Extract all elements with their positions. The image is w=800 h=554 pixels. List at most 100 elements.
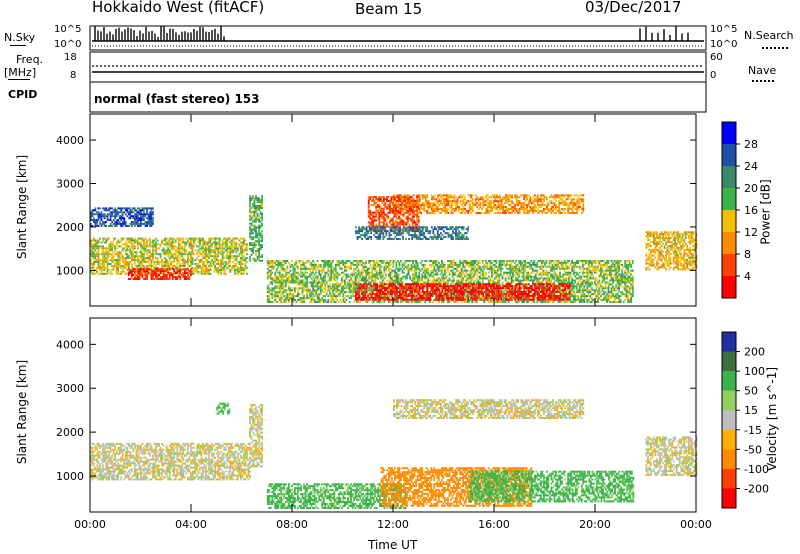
echo-cell	[572, 291, 575, 294]
echo-cell	[584, 260, 587, 262]
echo-cell	[158, 278, 161, 280]
echo-cell	[108, 237, 111, 240]
echo-cell	[388, 297, 390, 300]
echo-cell	[93, 268, 95, 271]
echo-cell	[298, 299, 301, 301]
echo-cell	[199, 237, 201, 240]
echo-cell	[118, 265, 121, 267]
echo-cell	[143, 253, 145, 256]
echo-cell	[170, 266, 173, 269]
echo-cell	[153, 249, 156, 252]
echo-cell	[223, 268, 226, 271]
echo-cell	[203, 265, 206, 267]
echo-cell	[447, 281, 449, 284]
echo-cell	[117, 239, 120, 242]
echo-cell	[211, 265, 214, 267]
echo-cell	[215, 247, 218, 250]
echo-cell	[143, 247, 145, 250]
echo-cell	[530, 267, 533, 270]
echo-cell	[316, 281, 319, 284]
echo-cell	[183, 243, 186, 246]
echo-cell	[164, 274, 167, 277]
echo-cell	[283, 301, 286, 303]
echo-cell	[316, 260, 319, 262]
echo-cell	[183, 241, 186, 244]
echo-cell	[306, 287, 308, 290]
echo-cell	[395, 275, 398, 278]
echo-cell	[179, 270, 182, 273]
echo-cell	[344, 265, 346, 268]
echo-cell	[272, 265, 275, 268]
echo-cell	[206, 263, 209, 265]
echo-cell	[548, 261, 551, 264]
echo-cell	[190, 259, 192, 262]
echo-cell	[441, 265, 443, 268]
echo-cell	[294, 275, 296, 278]
echo-cell	[124, 257, 127, 260]
echo-cell	[325, 283, 328, 286]
echo-cell	[90, 215, 92, 218]
echo-cell	[114, 221, 117, 224]
echo-cell	[500, 267, 502, 270]
echo-cell	[433, 267, 436, 270]
echo-cell	[300, 283, 302, 286]
echo-cell	[325, 293, 328, 296]
echo-cell	[91, 225, 94, 227]
echo-cell	[126, 253, 129, 256]
echo-cell	[334, 279, 337, 282]
echo-cell	[103, 237, 106, 240]
echo-cell	[403, 263, 405, 266]
echo-cell	[250, 242, 253, 245]
echo-cell	[149, 265, 151, 267]
echo-cell	[159, 255, 162, 258]
echo-cell	[138, 207, 141, 210]
echo-cell	[180, 247, 183, 250]
echo-cell	[281, 293, 284, 296]
echo-cell	[309, 281, 312, 284]
echo-cell	[200, 245, 203, 248]
echo-cell	[111, 261, 114, 263]
echo-cell	[342, 297, 345, 300]
echo-cell	[266, 287, 269, 290]
echo-cell	[462, 265, 465, 268]
echo-cell	[410, 267, 413, 270]
echo-cell	[331, 269, 334, 272]
echo-cell	[407, 265, 410, 268]
echo-cell	[268, 283, 271, 286]
echo-cell	[315, 275, 318, 278]
echo-cell	[541, 260, 543, 262]
echo-cell	[168, 265, 171, 267]
echo-cell	[235, 243, 238, 246]
echo-cell	[146, 257, 148, 260]
echo-cell	[164, 253, 167, 256]
echo-cell	[183, 251, 186, 254]
echo-cell	[309, 269, 312, 272]
echo-cell	[138, 211, 141, 214]
echo-cell	[395, 263, 398, 266]
echo-cell	[259, 226, 262, 229]
echo-cell	[489, 267, 492, 270]
echo-cell	[179, 247, 182, 250]
echo-cell	[400, 299, 402, 301]
cpid-strip-frame	[89, 81, 707, 113]
echo-cell	[275, 287, 278, 290]
echo-cell	[156, 257, 159, 260]
echo-cell	[489, 295, 492, 298]
echo-cell	[527, 277, 530, 280]
echo-cell	[149, 255, 151, 258]
echo-cell	[300, 287, 302, 290]
echo-cell	[99, 265, 101, 267]
echo-cell	[115, 215, 118, 218]
echo-cell	[306, 279, 308, 282]
echo-cell	[498, 283, 501, 286]
echo-cell	[249, 218, 251, 221]
echo-cell	[176, 266, 179, 269]
echo-cell	[269, 275, 272, 278]
echo-cell	[164, 272, 167, 275]
echo-cell	[255, 208, 257, 211]
echo-cell	[348, 291, 351, 294]
echo-cell	[152, 221, 154, 224]
echo-cell	[167, 239, 170, 242]
echo-cell	[109, 219, 112, 222]
echo-cell	[298, 273, 301, 276]
